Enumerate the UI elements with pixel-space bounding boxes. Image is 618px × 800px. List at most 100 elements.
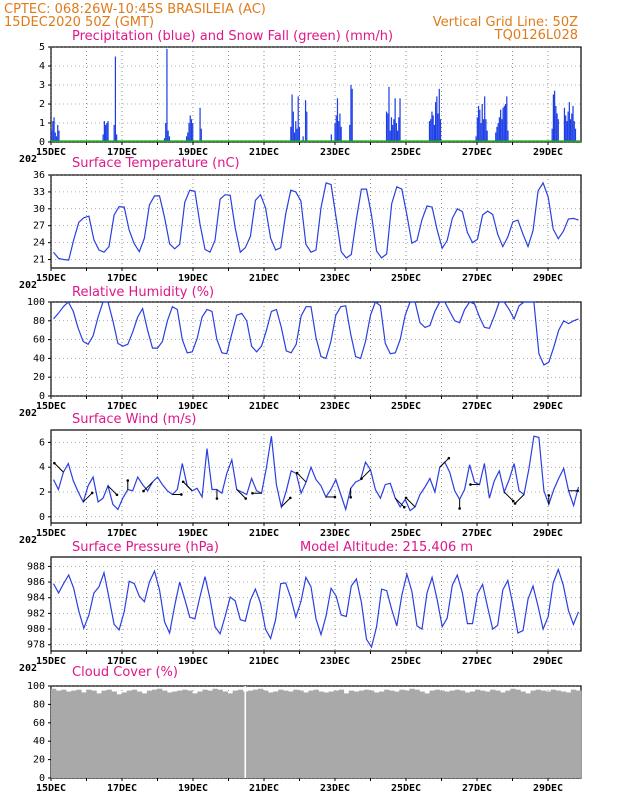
y-tick-label: 40 bbox=[33, 736, 45, 747]
header-grid-line: Vertical Grid Line: 50Z bbox=[433, 15, 578, 30]
precip-bar bbox=[393, 119, 395, 142]
wind-arrow-head bbox=[244, 497, 248, 500]
x-tick-label: 27DEC bbox=[462, 783, 492, 794]
cloud-bar bbox=[283, 690, 289, 778]
wind-arrow bbox=[182, 481, 193, 492]
cloud-bar bbox=[480, 690, 486, 778]
panel-title: Cloud Cover (%) bbox=[72, 665, 178, 680]
cloud-bar bbox=[288, 691, 294, 778]
precip-bar bbox=[54, 132, 56, 142]
x-clipped-label: 202 bbox=[19, 280, 37, 291]
precip-bar bbox=[502, 107, 504, 142]
precip-bar bbox=[163, 138, 166, 142]
precip-bar bbox=[485, 119, 487, 142]
precip-bar bbox=[497, 123, 499, 142]
header-station: CPTEC: 068:26W-10:45S BRASILEIA (AC) bbox=[4, 2, 266, 17]
y-tick-label: 984 bbox=[27, 593, 45, 604]
precip-bar bbox=[58, 130, 60, 142]
cloud-bar bbox=[197, 691, 203, 778]
panel-annotation: Model Altitude: 215.406 m bbox=[300, 540, 473, 555]
precip-bar bbox=[428, 121, 431, 142]
x-tick-label: 17DEC bbox=[107, 147, 137, 158]
precip-bar bbox=[557, 119, 559, 142]
x-tick-label: 29DEC bbox=[533, 401, 563, 412]
y-tick-label: 2 bbox=[39, 487, 45, 498]
x-tick-label: 15DEC bbox=[36, 147, 66, 158]
y-tick-label: 27 bbox=[33, 221, 45, 232]
cloud-bar bbox=[530, 690, 536, 778]
cloud-bar bbox=[469, 691, 476, 778]
cloud-bar bbox=[192, 693, 198, 778]
precip-bar bbox=[430, 119, 432, 142]
x-tick-label: 25DEC bbox=[391, 273, 421, 284]
cloud-bar bbox=[333, 690, 340, 778]
cloud-bar bbox=[227, 693, 234, 778]
y-tick-label: 80 bbox=[33, 316, 45, 327]
series-line bbox=[53, 301, 579, 366]
precip-bar bbox=[166, 48, 168, 142]
precip-bar bbox=[296, 128, 298, 142]
y-tick-label: 60 bbox=[33, 718, 45, 729]
wind-arrow bbox=[143, 481, 153, 492]
cloud-bar bbox=[565, 692, 572, 778]
wind-arrow bbox=[394, 497, 405, 508]
wind-arrow-head bbox=[511, 499, 515, 503]
y-tick-label: 20 bbox=[33, 372, 45, 383]
wind-arrow-head bbox=[469, 483, 472, 486]
cloud-bar bbox=[520, 691, 526, 778]
y-tick-label: 4 bbox=[39, 61, 45, 72]
cloud-bar bbox=[434, 689, 440, 778]
panel-frame bbox=[50, 174, 582, 269]
cloud-bar bbox=[308, 690, 314, 778]
precip-bar bbox=[552, 94, 555, 142]
y-tick-label: 988 bbox=[27, 561, 45, 572]
wind-arrow-head bbox=[295, 471, 299, 475]
cloud-bar bbox=[464, 692, 471, 778]
cloud-bar bbox=[570, 689, 577, 778]
y-tick-label: 1 bbox=[39, 118, 45, 129]
series-line bbox=[52, 567, 580, 649]
x-tick-label: 29DEC bbox=[533, 528, 563, 539]
x-tick-label: 23DEC bbox=[320, 528, 350, 539]
precip-bar bbox=[385, 111, 388, 142]
cloud-bar bbox=[162, 690, 168, 778]
precip-bar bbox=[479, 109, 481, 142]
y-tick-label: 24 bbox=[33, 238, 45, 249]
x-tick-label: 15DEC bbox=[36, 401, 66, 412]
cloud-bar bbox=[313, 689, 319, 778]
wind-arrow-head bbox=[289, 496, 292, 500]
precip-bar bbox=[292, 111, 294, 142]
precip-bar bbox=[555, 105, 557, 142]
cloud-bar bbox=[217, 689, 223, 778]
cloud-bar bbox=[263, 690, 269, 778]
y-tick-label: 0 bbox=[39, 391, 45, 402]
cloud-bar bbox=[338, 689, 345, 778]
cloud-bar bbox=[374, 692, 380, 778]
cloud-bar bbox=[384, 689, 390, 778]
wind-arrow-head bbox=[349, 495, 352, 499]
precip-bar bbox=[290, 126, 292, 142]
precip-bar bbox=[572, 105, 574, 142]
panel-0: 0 1 2 3 4 5 15DEC 17DEC 19DEC 21DEC 23DEC 25DEC 27DE… bbox=[19, 29, 582, 165]
wind-arrow-head bbox=[181, 480, 185, 484]
y-tick-label: 0 bbox=[39, 137, 45, 148]
x-tick-label: 15DEC bbox=[36, 783, 66, 794]
precip-bar bbox=[190, 119, 193, 142]
y-tick-label: 40 bbox=[33, 353, 45, 364]
cloud-bar bbox=[399, 689, 405, 778]
precip-bar bbox=[431, 111, 433, 142]
wind-arrow-head bbox=[458, 507, 461, 510]
precip-bar bbox=[187, 132, 189, 142]
wind-arrow-head bbox=[180, 493, 183, 496]
cloud-bar bbox=[116, 694, 122, 778]
cloud-bar bbox=[348, 690, 355, 778]
cloud-bar bbox=[146, 690, 153, 778]
precip-bar bbox=[189, 115, 191, 142]
precip-bar bbox=[571, 113, 573, 142]
x-tick-label: 17DEC bbox=[107, 783, 137, 794]
y-tick-label: 0 bbox=[39, 512, 45, 523]
precip-bar bbox=[482, 119, 485, 142]
precip-bar bbox=[507, 130, 509, 142]
panel-title: Relative Humidity (%) bbox=[72, 285, 214, 300]
precip-bar bbox=[188, 123, 190, 142]
